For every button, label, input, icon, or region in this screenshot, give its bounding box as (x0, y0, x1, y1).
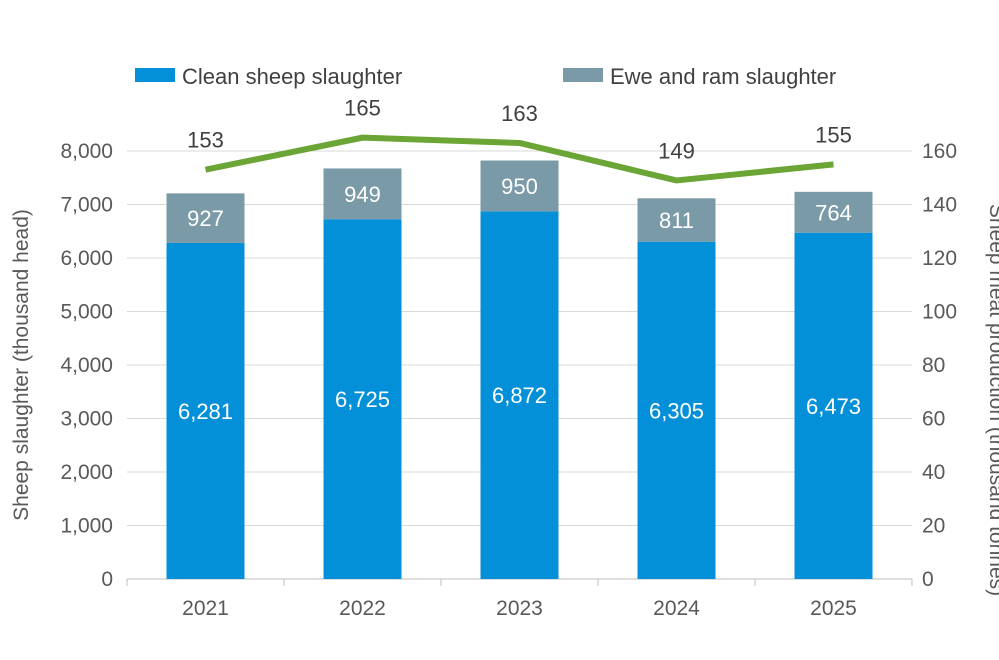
bar-clean-sheep-slaughter (637, 241, 716, 579)
y-tick-label: 1,000 (60, 515, 113, 538)
bar-ewe-and-ram-slaughter (637, 198, 716, 242)
line-data-label: 165 (344, 96, 381, 121)
line-sheep-meat-production (204, 134, 834, 184)
y2-tick-label: 100 (922, 301, 957, 324)
x-tick-label: 2025 (810, 597, 857, 620)
legend-swatch (135, 68, 175, 82)
bar-clean-sheep-slaughter (166, 242, 245, 580)
bar-data-label: 6,305 (649, 398, 704, 423)
y-tick-label: 2,000 (60, 461, 113, 484)
y-tick-label: 3,000 (60, 408, 113, 431)
bar-data-label: 6,473 (806, 394, 861, 419)
bar-data-label: 764 (815, 200, 852, 225)
line-data-label: 163 (501, 101, 538, 126)
y2-tick-label: 160 (922, 140, 957, 163)
bar-data-label: 811 (659, 208, 694, 233)
y-tick-label: 6,000 (60, 247, 113, 270)
line-data-label: 153 (187, 128, 224, 153)
bar-data-label: 6,725 (335, 387, 390, 412)
y2-tick-label: 140 (922, 194, 957, 217)
bar-clean-sheep-slaughter (794, 232, 873, 579)
bar-data-label: 6,872 (492, 383, 547, 408)
bar-ewe-and-ram-slaughter (480, 160, 559, 212)
y2-tick-label: 20 (922, 515, 945, 538)
line-data-label: 155 (815, 122, 852, 147)
bar-clean-sheep-slaughter (323, 219, 402, 579)
bar-ewe-and-ram-slaughter (323, 168, 402, 220)
bar-data-label: 927 (187, 206, 224, 231)
legend-label: Ewe and ram slaughter (610, 64, 836, 89)
y2-tick-label: 0 (922, 568, 934, 591)
y-tick-label: 5,000 (60, 301, 113, 324)
y-tick-label: 4,000 (60, 354, 113, 377)
x-tick-label: 2024 (653, 597, 700, 620)
bar-clean-sheep-slaughter (480, 211, 559, 579)
y-tick-label: 7,000 (60, 194, 113, 217)
y2-axis-label: Sheep meat production (thousand tonnes) (985, 204, 999, 596)
y-axis-label: Sheep slaughter (thousand head) (10, 209, 33, 521)
line-data-label: 149 (658, 138, 695, 163)
x-tick-label: 2022 (339, 597, 386, 620)
y-tick-label: 0 (101, 568, 113, 591)
x-tick-label: 2023 (496, 597, 543, 620)
y2-tick-label: 120 (922, 247, 957, 270)
legend-swatch (563, 68, 603, 82)
y2-tick-label: 80 (922, 354, 945, 377)
y2-tick-label: 40 (922, 461, 945, 484)
x-tick-label: 2021 (182, 597, 229, 620)
bar-data-label: 949 (344, 182, 381, 207)
bar-ewe-and-ram-slaughter (794, 191, 873, 233)
bar-ewe-and-ram-slaughter (166, 193, 245, 243)
y2-tick-label: 60 (922, 408, 945, 431)
bar-data-label: 950 (501, 174, 538, 199)
y-tick-label: 8,000 (60, 140, 113, 163)
bar-data-label: 6,281 (178, 399, 233, 424)
legend-label: Clean sheep slaughter (182, 64, 402, 89)
